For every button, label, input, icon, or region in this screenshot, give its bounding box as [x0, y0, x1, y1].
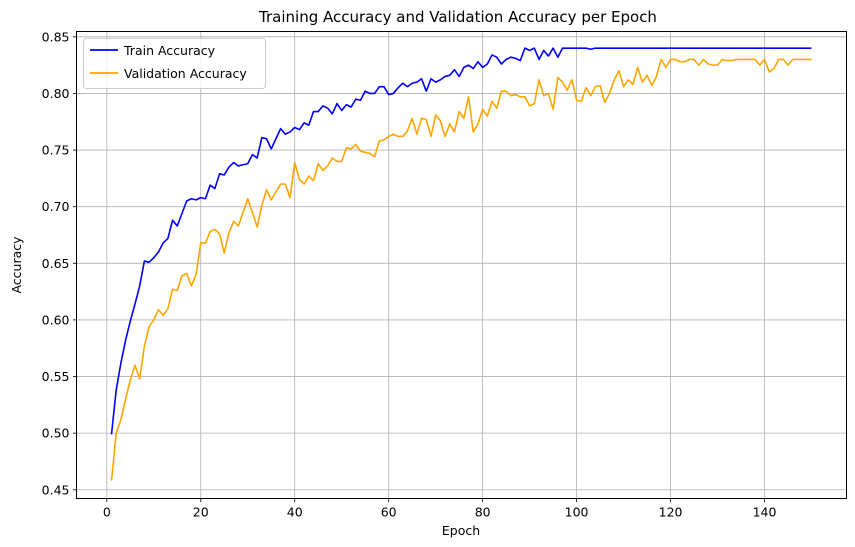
legend-label-train: Train Accuracy	[123, 43, 216, 58]
grid	[76, 31, 847, 499]
y-tick-label: 0.50	[42, 426, 70, 441]
legend: Train Accuracy Validation Accuracy	[83, 38, 266, 89]
x-tick-label: 100	[565, 505, 589, 520]
y-tick-label: 0.65	[42, 256, 70, 271]
y-axis: 0.45 0.50 0.55 0.60 0.65 0.70 0.75 0.80 0.85	[42, 29, 77, 497]
legend-label-validation: Validation Accuracy	[124, 66, 247, 81]
x-axis-label: Epoch	[442, 523, 480, 538]
y-tick-label: 0.55	[42, 369, 70, 384]
y-tick-label: 0.60	[42, 312, 70, 327]
validation-accuracy-line	[110, 58, 812, 481]
x-tick-label: 20	[193, 505, 209, 520]
y-tick-label: 0.80	[42, 86, 70, 101]
x-tick-label: 80	[475, 505, 491, 520]
x-tick-label: 0	[103, 505, 111, 520]
y-axis-label: Accuracy	[9, 236, 24, 294]
x-tick-label: 120	[659, 505, 683, 520]
x-tick-label: 60	[381, 505, 397, 520]
y-tick-label: 0.70	[42, 199, 70, 214]
chart-title: Training Accuracy and Validation Accurac…	[258, 8, 657, 26]
y-tick-label: 0.45	[42, 482, 70, 497]
series-lines	[110, 47, 812, 481]
x-tick-label: 40	[287, 505, 303, 520]
train-accuracy-line	[110, 47, 812, 435]
x-axis: 0 20 40 60 80 100 120 140	[103, 498, 777, 520]
legend-box	[83, 38, 266, 89]
y-tick-label: 0.85	[42, 29, 70, 44]
x-tick-label: 140	[753, 505, 777, 520]
y-tick-label: 0.75	[42, 143, 70, 158]
plot-frame	[76, 31, 847, 499]
